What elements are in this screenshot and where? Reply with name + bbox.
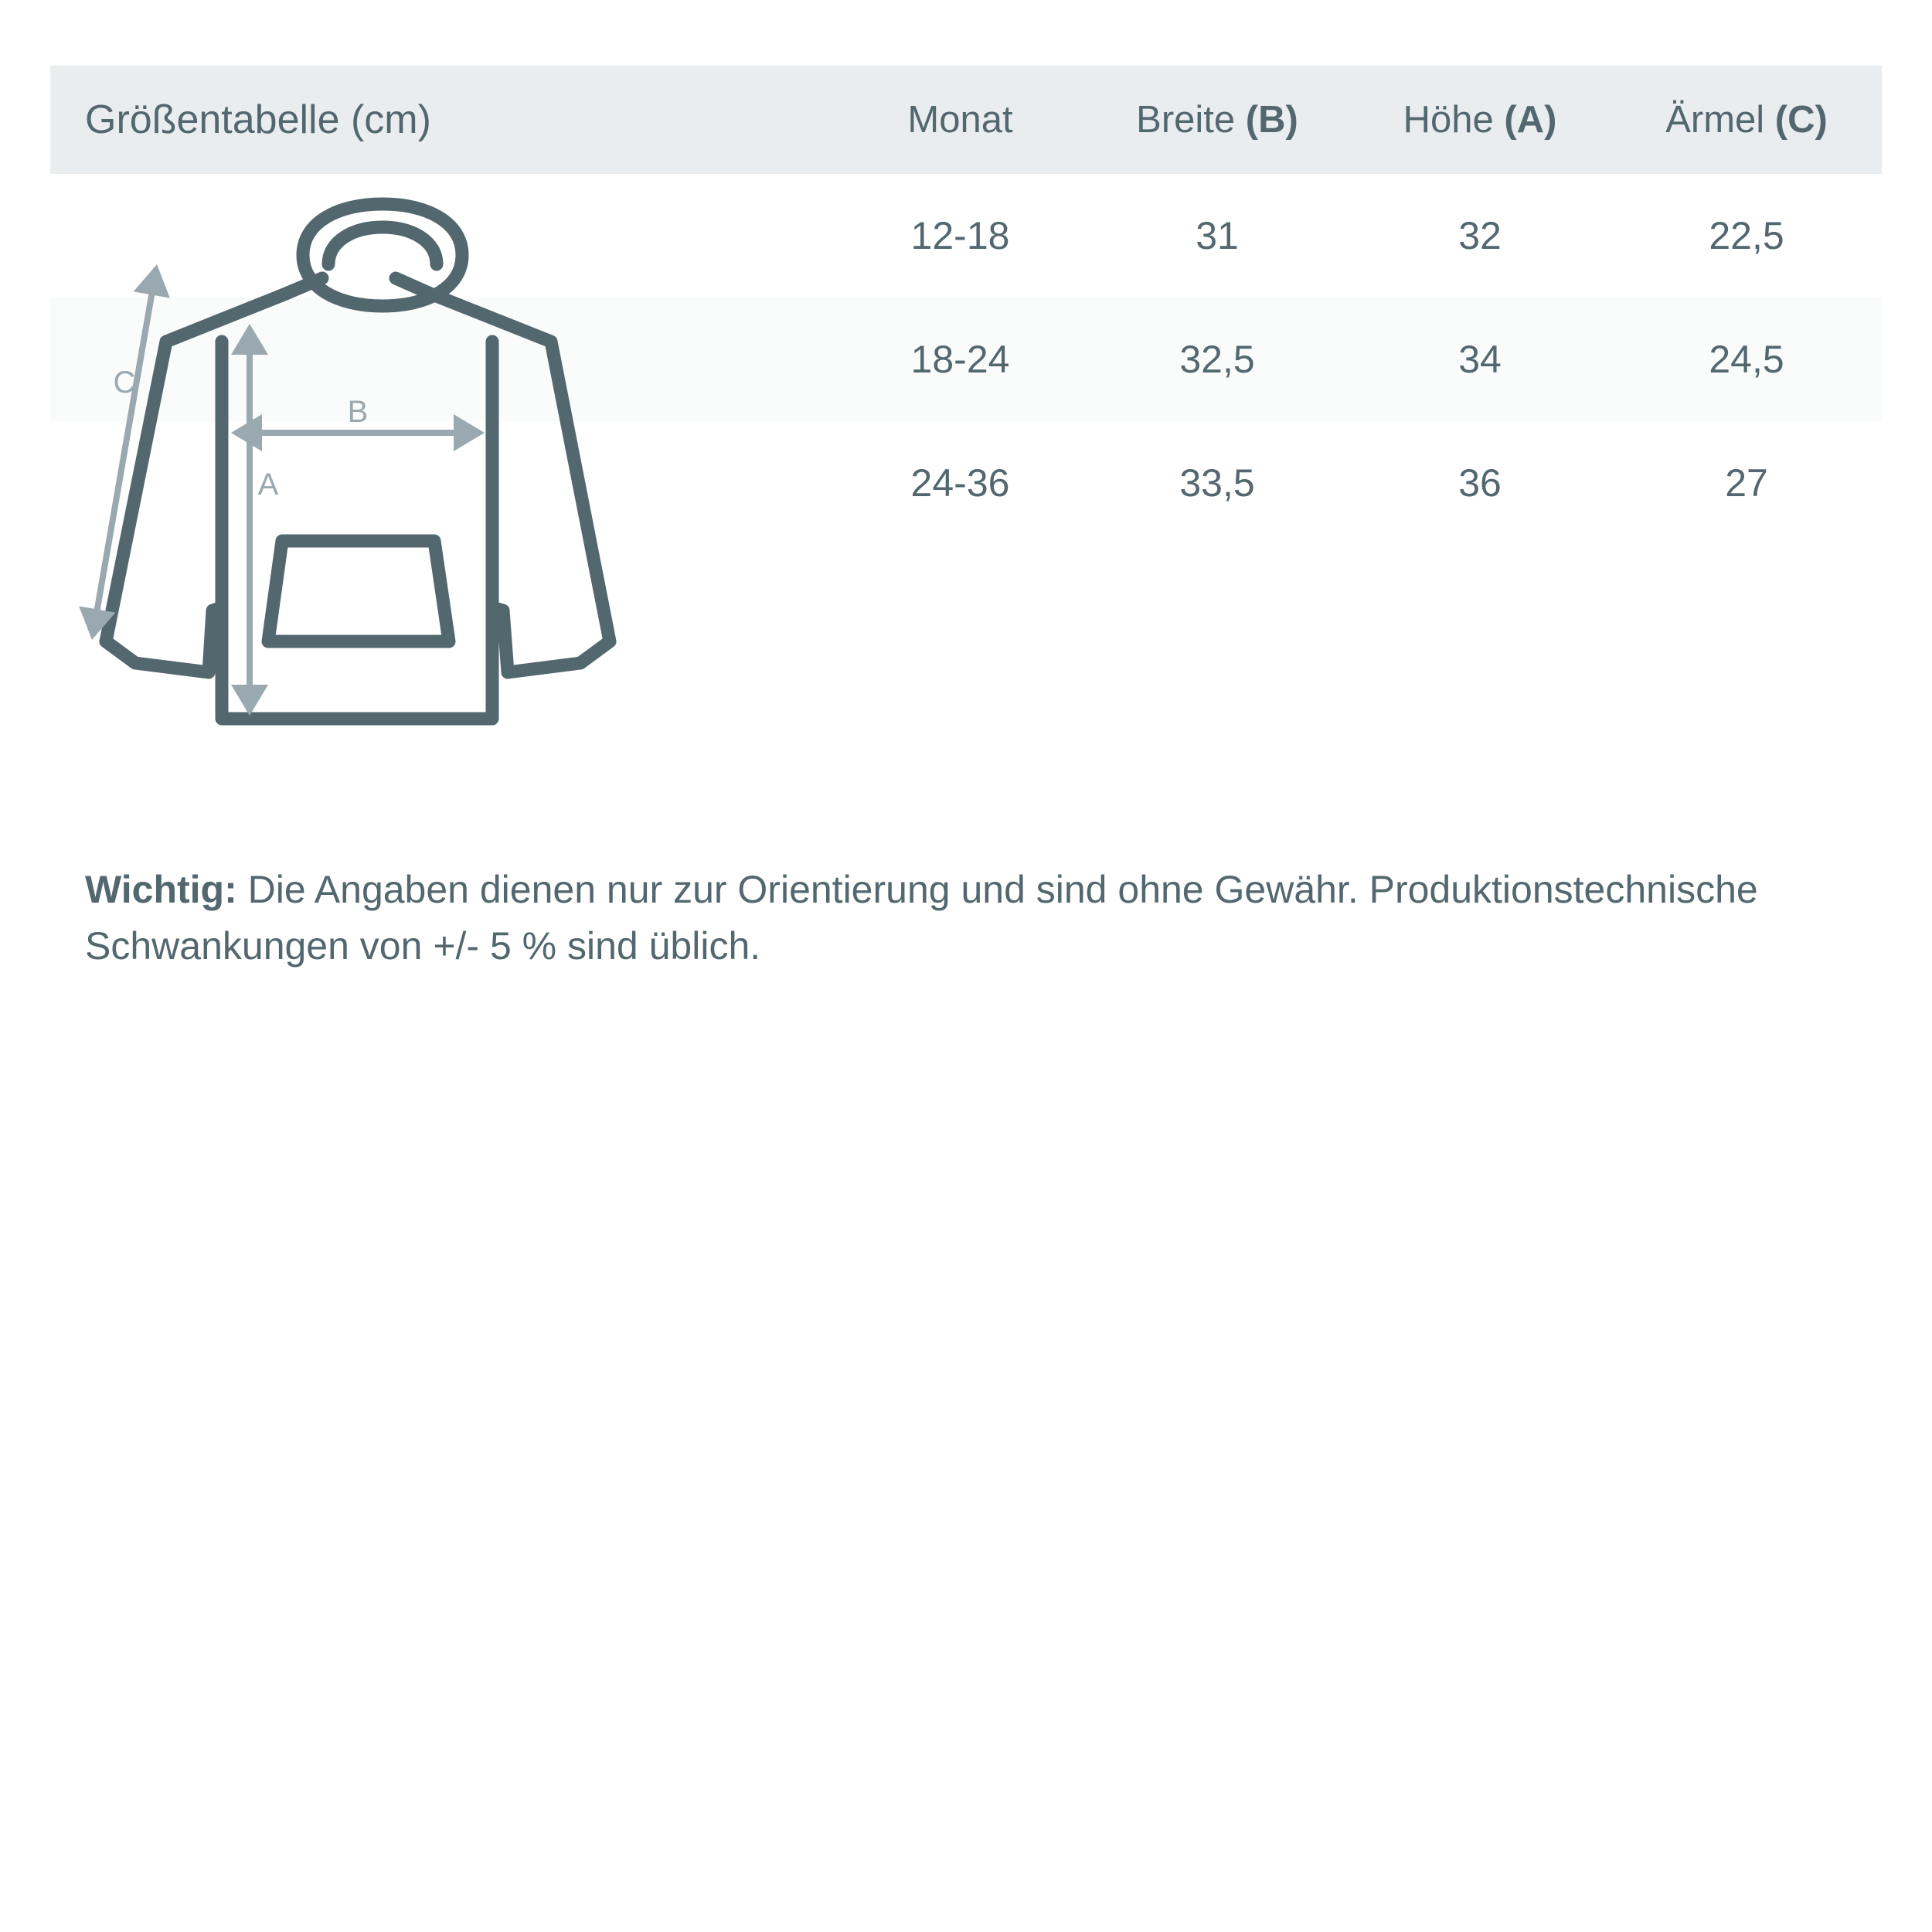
size-chart-block: Größentabelle (cm) Monat Breite (B) Höhe…	[50, 66, 1882, 545]
size-table: Größentabelle (cm) Monat Breite (B) Höhe…	[50, 66, 1882, 545]
cell-sleeve: 24,5	[1709, 338, 1784, 381]
cell-height: 34	[1458, 338, 1502, 381]
cell-width: 31	[1196, 214, 1239, 257]
size-table-header: Größentabelle (cm) Monat Breite (B) Höhe…	[50, 66, 1882, 174]
cell-month: 12-18	[910, 214, 1010, 257]
label-b: B	[348, 395, 369, 429]
disclaimer-note: Wichtig: Die Angaben dienen nur zur Orie…	[85, 862, 1855, 974]
hoodie-outline	[99, 197, 617, 726]
cell-width: 32,5	[1179, 338, 1255, 381]
disclaimer-text: Die Angaben dienen nur zur Orientierung …	[85, 868, 1758, 968]
column-header-sleeve: Ärmel (C)	[1611, 66, 1882, 174]
cell-month: 24-36	[910, 461, 1010, 505]
label-c: C	[114, 366, 136, 400]
column-header-width: Breite (B)	[1086, 66, 1349, 174]
column-header-month-label: Monat	[907, 99, 1013, 141]
header-row: Größentabelle (cm) Monat Breite (B) Höhe…	[50, 66, 1882, 174]
hoodie-illustration: C B A	[50, 178, 835, 835]
cell-month: 18-24	[910, 338, 1010, 381]
table-row: 24-36 33,5 36 27	[50, 421, 1882, 545]
table-row: 12-18 31 32 22,5	[50, 174, 1882, 298]
dimension-labels: C B A	[114, 366, 369, 502]
hoodie-diagram-svg: C B A	[79, 197, 617, 726]
cell-height: 32	[1458, 214, 1502, 257]
label-a: A	[258, 468, 279, 502]
column-header-sleeve-label: Ärmel	[1665, 99, 1775, 141]
table-row: 18-24 32,5 34 24,5	[50, 298, 1882, 421]
dimension-lines	[90, 268, 480, 711]
column-header-month: Monat	[835, 66, 1086, 174]
disclaimer-strong: Wichtig:	[85, 868, 237, 911]
column-header-sleeve-code: (C)	[1774, 99, 1828, 141]
cell-sleeve: 27	[1725, 461, 1768, 505]
column-header-width-label: Breite	[1136, 99, 1246, 141]
column-header-height-code: (A)	[1504, 99, 1557, 141]
cell-sleeve: 22,5	[1709, 214, 1784, 257]
cell-width: 33,5	[1179, 461, 1255, 505]
column-header-width-code: (B)	[1245, 99, 1298, 141]
dim-line-c	[90, 268, 159, 636]
chart-title: Größentabelle (cm)	[85, 97, 431, 142]
cell-height: 36	[1458, 461, 1502, 505]
column-header-height: Höhe (A)	[1349, 66, 1611, 174]
size-table-body: 12-18 31 32 22,5 18-24 32,5 34 24,5 24-3…	[50, 174, 1882, 545]
dimension-arrowheads	[79, 264, 485, 716]
column-header-height-label: Höhe	[1403, 99, 1505, 141]
